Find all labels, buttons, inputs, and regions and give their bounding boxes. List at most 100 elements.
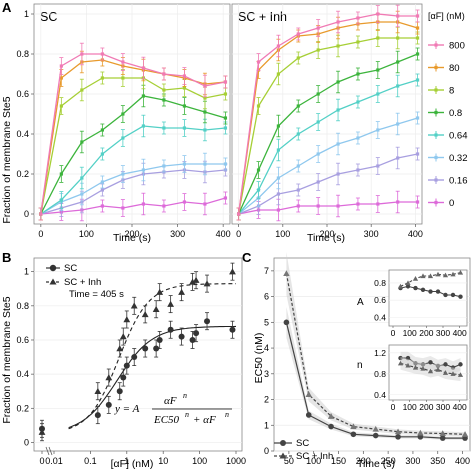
data-point bbox=[316, 48, 320, 52]
data-point bbox=[223, 92, 228, 96]
data-point bbox=[182, 74, 187, 78]
ec50-point-inh bbox=[417, 429, 424, 436]
panel-c-ylabel: EC50 (nM) bbox=[253, 333, 265, 384]
data-point bbox=[162, 164, 166, 168]
data-point bbox=[256, 188, 261, 192]
x-tick-label: 250 bbox=[381, 456, 396, 466]
data-point bbox=[141, 168, 145, 172]
series-line-80 bbox=[237, 21, 418, 215]
y-tick-label: 6 bbox=[264, 292, 269, 302]
data-point bbox=[316, 180, 320, 184]
inset-point-inh bbox=[405, 280, 411, 286]
data-point bbox=[80, 88, 84, 92]
inset-n-ylabel: n bbox=[357, 360, 363, 371]
panel-c-legend-inh: SC + Inh bbox=[296, 451, 333, 462]
data-point bbox=[356, 168, 360, 172]
panel-b-legend: SC SC + Inh bbox=[46, 263, 101, 288]
x-tick-label: 400 bbox=[408, 229, 423, 239]
inset-point-inh bbox=[435, 367, 441, 372]
panel-b-legend-sc: SC bbox=[64, 263, 77, 274]
data-point bbox=[80, 52, 84, 56]
data-point bbox=[141, 94, 145, 98]
panel-a-sc-xlabel: Time (s) bbox=[113, 232, 151, 244]
panel-a-sc-plot: SC 0 100 200 300 400 0 0.2 0.4 0.6 0.8 1 bbox=[16, 3, 231, 239]
series-line-0 bbox=[238, 201, 418, 215]
data-point-inh bbox=[130, 302, 138, 309]
data-point bbox=[276, 72, 280, 76]
x-tick-label: 0 bbox=[39, 456, 44, 466]
panel-a-inh-title: SC + Inh bbox=[238, 10, 287, 24]
data-point bbox=[223, 116, 228, 120]
y-tick-label: 0.4 bbox=[16, 129, 29, 139]
data-point bbox=[100, 52, 104, 56]
series-line-0.8 bbox=[238, 53, 418, 215]
y-tick-label: 0.2 bbox=[16, 169, 29, 179]
data-point bbox=[415, 152, 420, 156]
y-tick-label: 0.8 bbox=[16, 301, 29, 311]
ec50-point-sc bbox=[305, 412, 312, 418]
inset-point-sc bbox=[413, 285, 418, 291]
data-point bbox=[276, 208, 280, 212]
inset-a-ylabel: A bbox=[357, 297, 364, 308]
x-tick-label: 0.01 bbox=[45, 456, 63, 466]
inset-point-sc bbox=[420, 287, 426, 293]
data-point bbox=[376, 202, 380, 206]
x-tick-label: 200 bbox=[356, 456, 371, 466]
panel-c-legend: SC SC + Inh bbox=[274, 438, 333, 462]
data-point bbox=[376, 12, 380, 16]
panel-a-inh-plot: SC + Inh 0 100 200 300 400 bbox=[231, 3, 423, 239]
data-point-inh bbox=[156, 288, 164, 295]
inset-y-tick-label: 0.6 bbox=[374, 295, 386, 305]
data-point bbox=[336, 44, 340, 48]
ec50-point-sc bbox=[283, 319, 290, 326]
fit-curve-sc bbox=[68, 325, 237, 429]
data-point bbox=[376, 164, 380, 168]
data-point bbox=[121, 172, 125, 176]
panel-c-legend-sc-marker bbox=[280, 440, 286, 446]
data-point bbox=[276, 148, 280, 152]
data-point bbox=[100, 128, 104, 132]
x-tick-label: 300 bbox=[170, 229, 185, 239]
data-point-sc bbox=[167, 326, 174, 333]
panel-a-legend-title: [αF] (nM) bbox=[428, 11, 465, 21]
ec50-point-inh bbox=[350, 423, 357, 430]
legend-label: 8 bbox=[449, 86, 454, 97]
inset-x-tick-label: 0 bbox=[391, 328, 396, 338]
x-tick-label: 300 bbox=[364, 229, 379, 239]
panel-b-equation: y = A αF n EC50 n + αF n bbox=[114, 391, 232, 426]
legend-swatch-point bbox=[434, 155, 438, 160]
inset-x-tick-label: 400 bbox=[453, 402, 467, 412]
equation-denominator-exp: n bbox=[185, 410, 189, 419]
inset-point-sc bbox=[458, 362, 463, 367]
data-point bbox=[162, 204, 166, 208]
data-point-sc bbox=[178, 333, 185, 340]
inset-x-tick-label: 300 bbox=[436, 402, 450, 412]
inset-x-tick-label: 300 bbox=[436, 328, 450, 338]
data-point-inh bbox=[141, 310, 149, 318]
data-point bbox=[80, 176, 84, 180]
x-tick-label: 0.1 bbox=[84, 456, 97, 466]
series-line-0.16 bbox=[40, 169, 226, 215]
inset-y-tick-label: 0.8 bbox=[374, 278, 386, 288]
data-point bbox=[182, 200, 187, 204]
panel-a-sc-title: SC bbox=[40, 10, 57, 24]
data-point bbox=[141, 124, 145, 128]
legend-swatch-point bbox=[434, 178, 438, 182]
series-line-800 bbox=[40, 53, 226, 215]
inset-point-sc bbox=[405, 284, 411, 289]
data-point-sc bbox=[204, 318, 211, 325]
inset-x-tick-label: 100 bbox=[403, 328, 417, 338]
y-tick-label: 0 bbox=[24, 437, 29, 447]
inset-point-sc bbox=[435, 289, 441, 294]
series-line-800 bbox=[237, 13, 418, 215]
data-point bbox=[415, 52, 420, 56]
y-tick-label: 1 bbox=[24, 267, 29, 277]
data-point bbox=[256, 168, 261, 172]
data-point bbox=[100, 180, 104, 184]
data-point-inh bbox=[119, 333, 127, 340]
data-point bbox=[80, 192, 84, 196]
inset-point-inh bbox=[405, 362, 411, 368]
ec50-point-sc bbox=[439, 435, 446, 441]
data-point bbox=[296, 32, 300, 36]
data-point bbox=[396, 156, 400, 160]
